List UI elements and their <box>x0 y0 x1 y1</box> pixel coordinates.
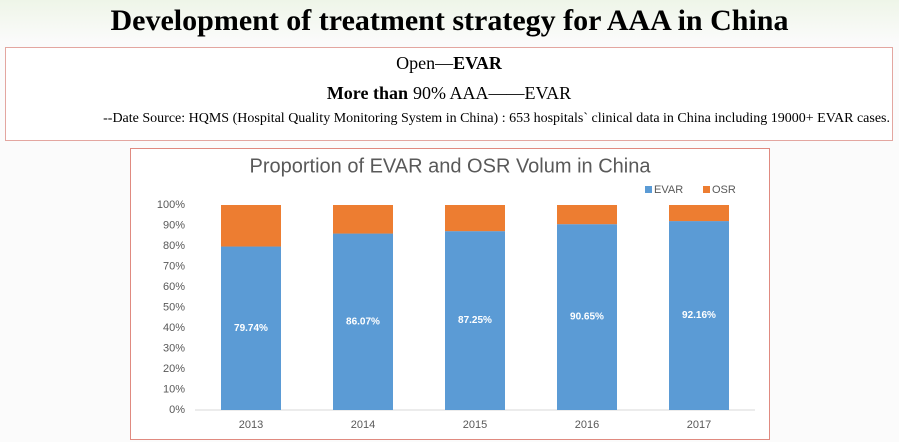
line: Open—EVAR <box>6 48 892 78</box>
text: More than <box>326 83 408 103</box>
legend-swatch <box>645 186 652 193</box>
legend-swatch <box>703 186 710 193</box>
y-tick-label: 60% <box>163 281 185 293</box>
y-tick-label: 70% <box>163 260 185 272</box>
y-tick-label: 0% <box>169 404 185 416</box>
bar-segment <box>669 221 729 410</box>
x-tick-label: 2016 <box>575 419 599 431</box>
y-tick-label: 50% <box>163 301 185 313</box>
y-tick-label: 20% <box>163 363 185 375</box>
bar-segment <box>333 233 393 410</box>
bar-segment <box>333 205 393 234</box>
y-tick-label: 10% <box>163 383 185 395</box>
legend-label: OSR <box>712 184 736 196</box>
bar-segment <box>445 205 505 232</box>
data-label: 90.65% <box>570 312 604 323</box>
bar-segment <box>557 224 617 410</box>
bar-segment <box>445 231 505 410</box>
x-tick-label: 2015 <box>463 419 487 431</box>
text: 90% AAA——EVAR <box>412 83 572 103</box>
y-tick-label: 40% <box>163 322 185 334</box>
chart: Proportion of EVAR and OSR Volum in Chin… <box>130 148 770 440</box>
data-label: 79.74% <box>234 323 268 334</box>
chart-title: Proportion of EVAR and OSR Volum in Chin… <box>250 155 652 177</box>
y-tick-label: 100% <box>157 199 185 211</box>
text: Open— <box>396 53 454 73</box>
slide-title: Development of treatment strategy for AA… <box>0 0 899 42</box>
bar-segment <box>221 205 281 247</box>
legend-label: EVAR <box>654 184 683 196</box>
data-label: 86.07% <box>346 316 380 327</box>
data-label: 92.16% <box>682 310 716 321</box>
bar-segment <box>557 205 617 225</box>
source: --Date Source: HQMS (Hospital Quality Mo… <box>103 111 890 126</box>
bar-segment <box>669 205 729 222</box>
x-tick-label: 2017 <box>687 419 711 431</box>
line: More than 90% AAA——EVAR <box>6 78 892 108</box>
y-tick-label: 80% <box>163 240 185 252</box>
data-label: 87.25% <box>458 315 492 326</box>
text: EVAR <box>453 53 502 73</box>
x-tick-label: 2014 <box>351 419 375 431</box>
bar-segment <box>221 246 281 410</box>
y-tick-label: 30% <box>163 342 185 354</box>
text-box: Open—EVAR More than 90% AAA——EVAR --Date … <box>5 47 893 141</box>
y-tick-label: 90% <box>163 219 185 231</box>
x-tick-label: 2013 <box>239 419 263 431</box>
